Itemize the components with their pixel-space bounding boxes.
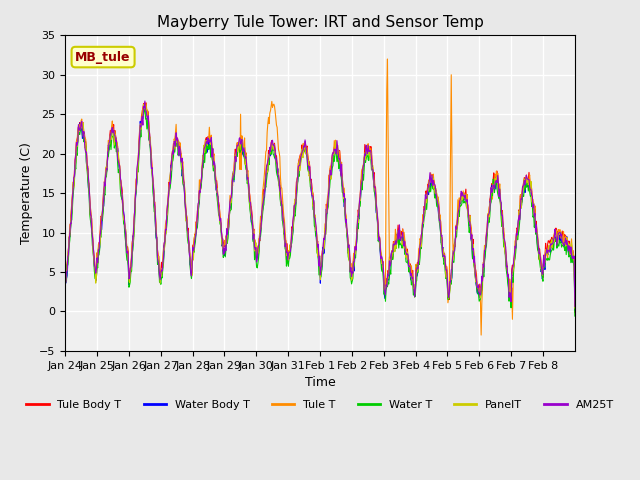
Water Body T — [260, 193, 268, 199]
Water T — [141, 102, 148, 108]
PanelT — [61, 280, 69, 286]
Legend: Tule Body T, Water Body T, Tule T, Water T, PanelT, AM25T: Tule Body T, Water Body T, Tule T, Water… — [22, 396, 618, 415]
Water T — [121, 233, 129, 239]
Water T — [373, 211, 381, 216]
Text: MB_tule: MB_tule — [76, 50, 131, 63]
Water Body T — [241, 148, 248, 154]
Tule Body T — [241, 144, 248, 150]
Line: AM25T: AM25T — [65, 101, 575, 306]
Tule T — [571, 298, 579, 303]
Tule Body T — [401, 242, 409, 248]
Water T — [571, 313, 579, 319]
PanelT — [571, 305, 579, 311]
PanelT — [401, 246, 409, 252]
Water T — [216, 213, 223, 218]
X-axis label: Time: Time — [305, 376, 335, 389]
Water Body T — [61, 278, 69, 284]
Line: PanelT: PanelT — [65, 104, 575, 308]
Tule T — [383, 56, 391, 62]
AM25T — [141, 98, 148, 104]
PanelT — [140, 101, 147, 107]
Title: Mayberry Tule Tower: IRT and Sensor Temp: Mayberry Tule Tower: IRT and Sensor Temp — [157, 15, 483, 30]
Line: Tule T: Tule T — [65, 59, 575, 335]
AM25T — [121, 225, 129, 231]
AM25T — [216, 212, 223, 218]
PanelT — [260, 192, 268, 198]
Water Body T — [121, 229, 129, 235]
Tule T — [240, 145, 248, 151]
PanelT — [216, 216, 223, 221]
Water Body T — [141, 105, 148, 111]
Tule T — [401, 241, 409, 247]
Water T — [61, 283, 69, 289]
AM25T — [401, 249, 409, 254]
Tule Body T — [121, 226, 129, 231]
Water T — [241, 156, 248, 162]
Water Body T — [401, 248, 409, 253]
PanelT — [373, 211, 381, 217]
Tule Body T — [61, 278, 69, 284]
Water T — [260, 202, 268, 207]
Tule Body T — [571, 310, 579, 315]
AM25T — [241, 149, 248, 155]
AM25T — [61, 275, 69, 281]
Tule Body T — [141, 100, 148, 106]
Line: Tule Body T: Tule Body T — [65, 103, 575, 312]
Tule T — [372, 201, 380, 206]
Tule T — [215, 203, 223, 208]
Water T — [401, 251, 409, 256]
Water Body T — [373, 211, 381, 216]
Water Body T — [571, 308, 579, 313]
Tule T — [61, 268, 69, 274]
PanelT — [241, 144, 248, 150]
Y-axis label: Temperature (C): Temperature (C) — [20, 142, 33, 244]
PanelT — [121, 224, 129, 230]
Line: Water T: Water T — [65, 105, 575, 316]
Tule Body T — [373, 209, 381, 215]
Tule T — [477, 332, 485, 338]
AM25T — [373, 206, 381, 212]
Tule Body T — [260, 186, 268, 192]
Tule Body T — [216, 204, 223, 210]
Tule T — [121, 224, 129, 230]
Water Body T — [216, 212, 223, 217]
Line: Water Body T: Water Body T — [65, 108, 575, 311]
AM25T — [260, 195, 268, 201]
AM25T — [571, 303, 579, 309]
Tule T — [259, 184, 267, 190]
